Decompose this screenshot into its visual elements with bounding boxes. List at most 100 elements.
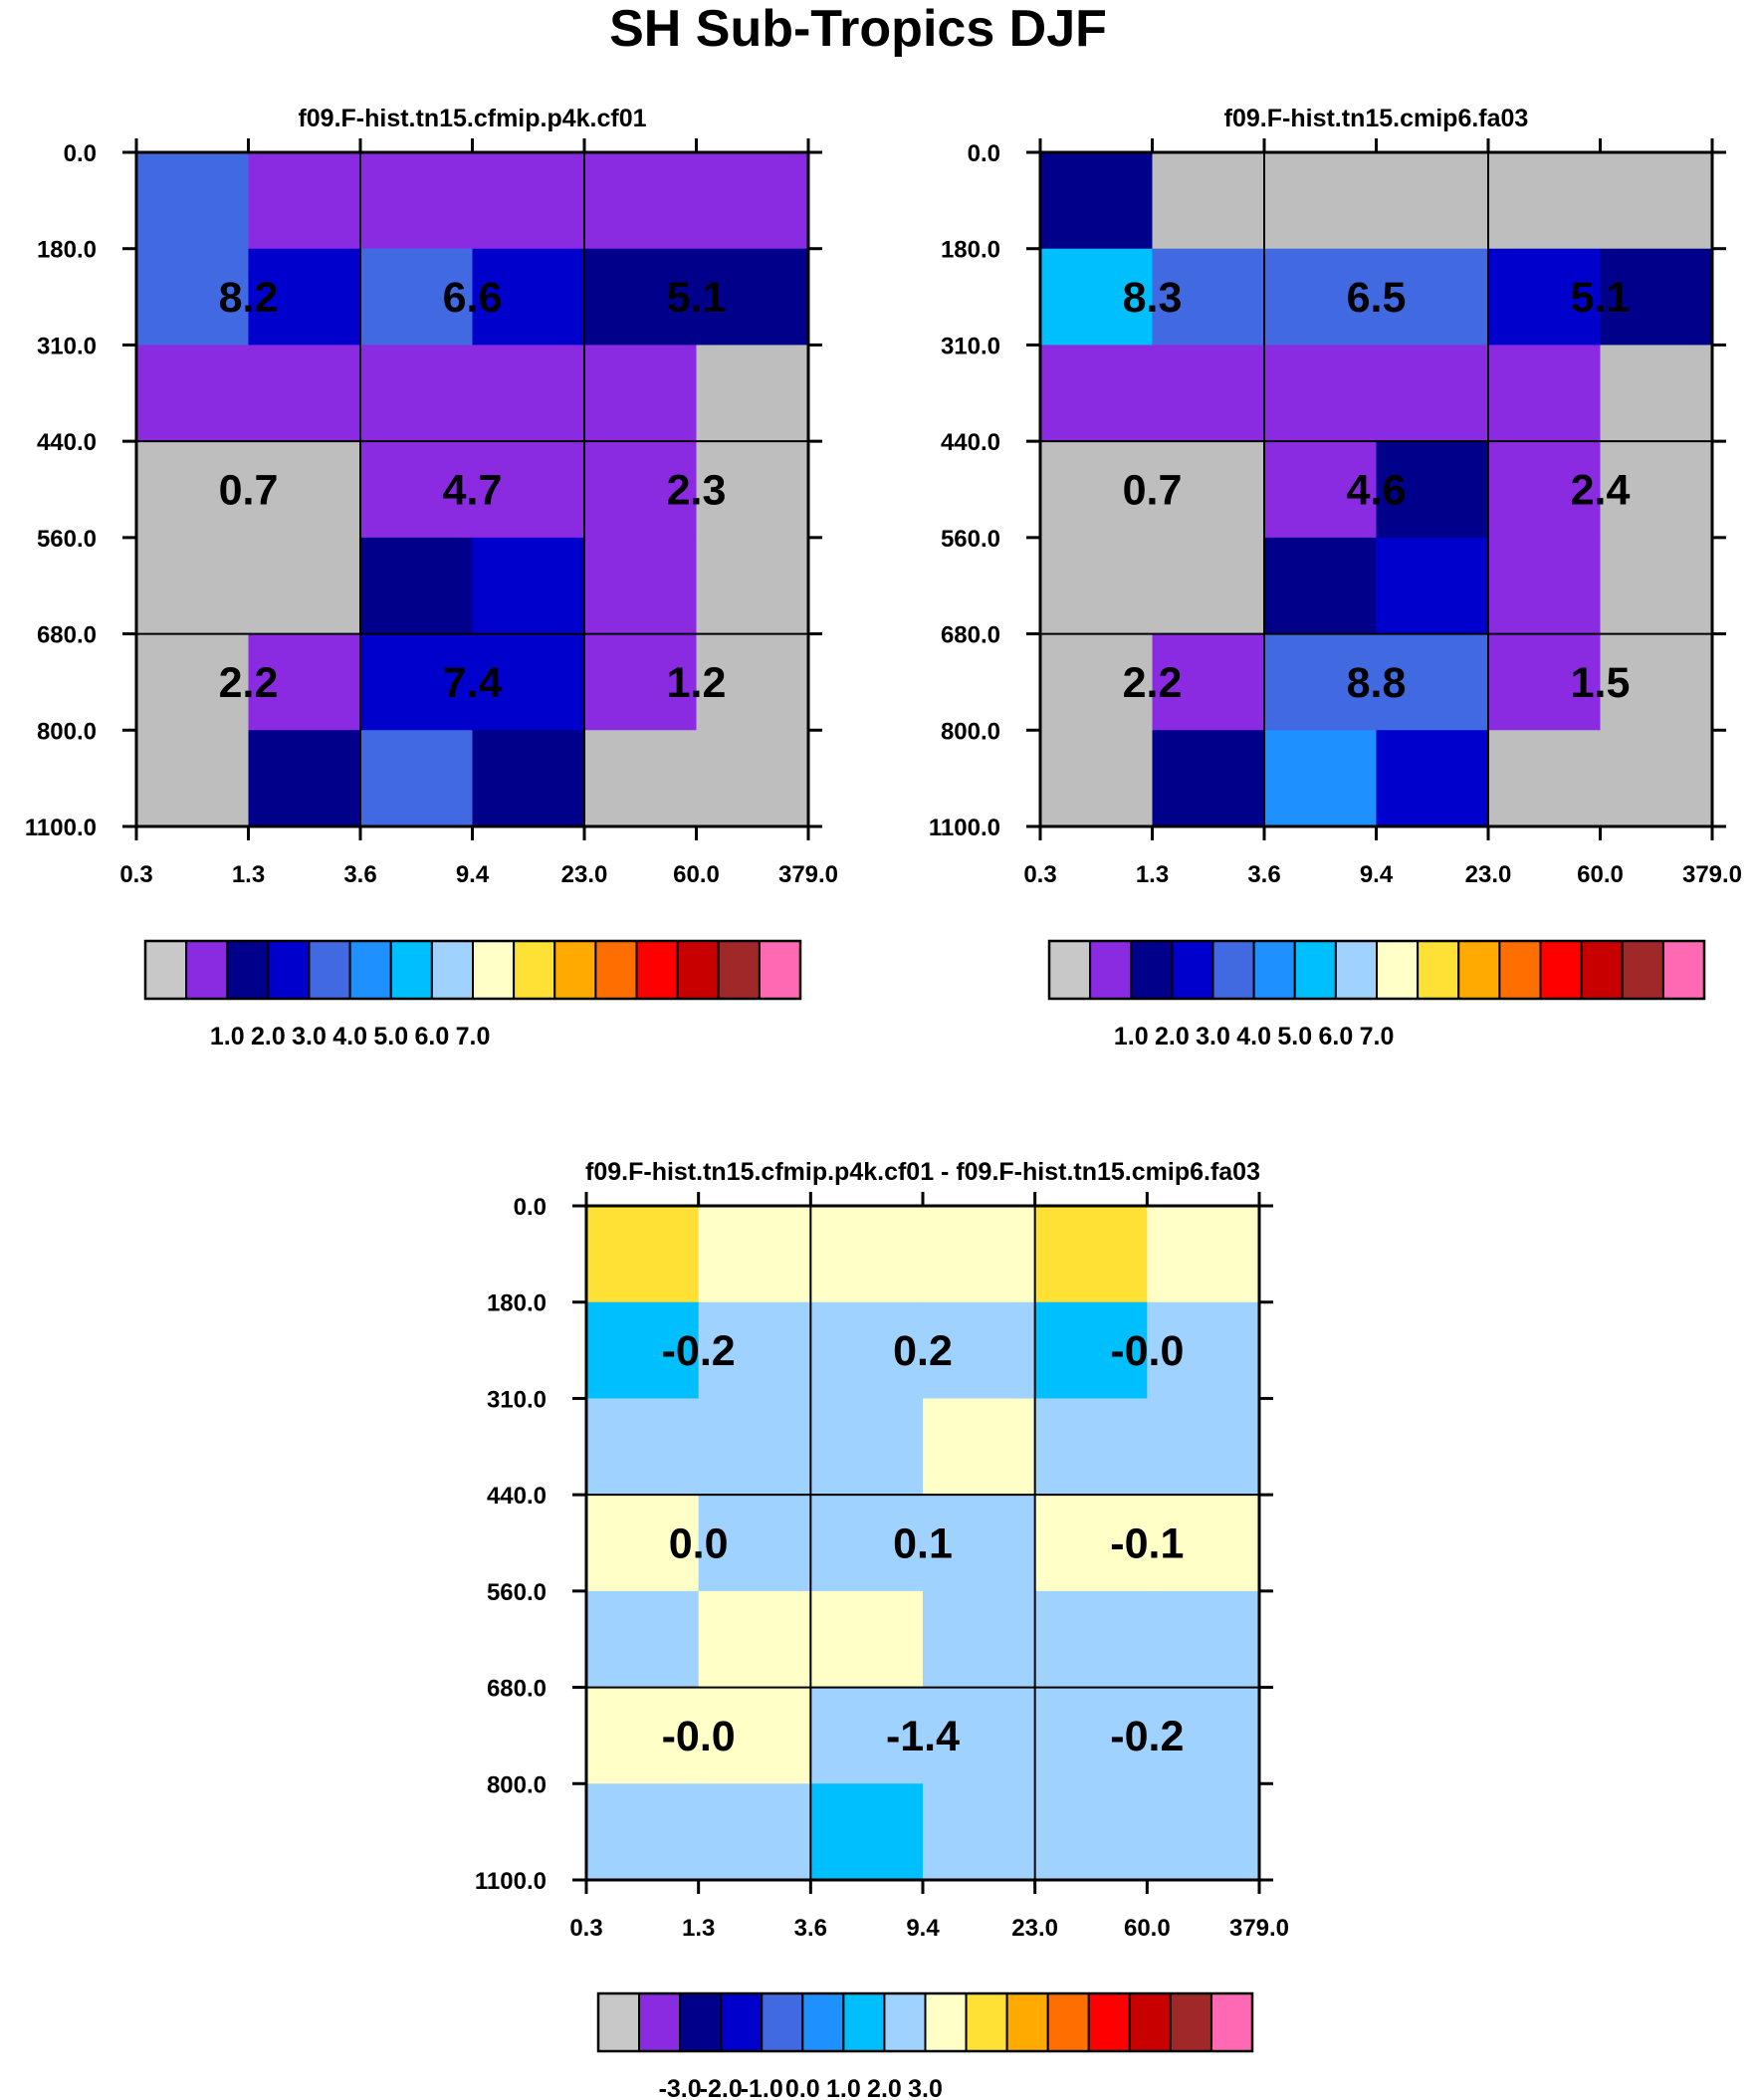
- chart-2-cell-r0-c5: [1600, 152, 1713, 250]
- chart-2-cell-r4-c3: [1376, 537, 1489, 635]
- chart-1-colorbar-label: 1.0: [210, 1023, 245, 1050]
- chart-3-cell-r4-c3: [923, 1590, 1036, 1689]
- chart-1-cell-r5-c2: [360, 633, 474, 731]
- chart-3-cell-r6-c4: [1034, 1783, 1148, 1881]
- chart-1-box-value-label: 0.7: [219, 467, 279, 515]
- chart-1-cell-r2-c3: [472, 345, 585, 442]
- chart-3-x-tick-label: 379.0: [1229, 1915, 1289, 1942]
- chart-1-cell-r3-c4: [584, 441, 698, 539]
- chart-3-x-tick-label: 0.3: [569, 1915, 602, 1942]
- chart-1-cell-r5-c5: [696, 633, 809, 731]
- chart-3-colorbar-swatch: [761, 1992, 804, 2052]
- chart-3-cell-r4-c4: [1034, 1590, 1148, 1689]
- chart-3-cell-r3-c4: [1034, 1495, 1148, 1592]
- chart-3-colorbar-swatch: [720, 1992, 764, 2052]
- chart-1-cell-r1-c4: [584, 248, 698, 347]
- chart-2-colorbar-label: 3.0: [1196, 1023, 1230, 1050]
- chart-2-cell-r1-c1: [1152, 248, 1265, 347]
- chart-1-x-tick-label: 0.3: [119, 861, 152, 888]
- chart-2-cell-r4-c0: [1040, 537, 1154, 635]
- chart-2-y-tick-label: 560.0: [941, 526, 1000, 553]
- chart-3-cell-r4-c5: [1147, 1590, 1260, 1689]
- chart-2-colorbar-swatch: [1130, 940, 1174, 1000]
- chart-2-x-tick-label: 1.3: [1136, 861, 1169, 888]
- chart-1-cell-r2-c2: [360, 345, 474, 442]
- chart-2-colorbar-swatch: [1171, 940, 1214, 1000]
- chart-3-cell-r5-c5: [1147, 1687, 1260, 1784]
- chart-3-cell-r6-c3: [923, 1783, 1036, 1881]
- chart-2-colorbar-frame: [1047, 939, 1706, 1001]
- chart-1-cell-r3-c0: [136, 441, 250, 539]
- chart-2-box-value-label: 2.4: [1571, 467, 1631, 515]
- chart-2-colorbar-swatch: [1376, 940, 1420, 1000]
- chart-2-y-tick-label: 800.0: [941, 718, 1000, 745]
- chart-2-y-tick-label: 1100.0: [929, 815, 1000, 841]
- chart-3-y-tick-label: 1100.0: [475, 1868, 547, 1895]
- chart-2-colorbar-label: 5.0: [1277, 1023, 1312, 1050]
- chart-3-cell-r6-c0: [586, 1783, 700, 1881]
- chart-3-cell-r0-c2: [810, 1206, 924, 1303]
- chart-1-cell-r3-c5: [696, 441, 809, 539]
- chart-2-x-tick-label: 60.0: [1577, 861, 1624, 888]
- chart-1-colorbar-swatch: [594, 940, 638, 1000]
- chart-1-colorbar-label: 5.0: [373, 1023, 408, 1050]
- chart-2-colorbar-label: 7.0: [1360, 1023, 1395, 1050]
- chart-1-x-tick-label: 60.0: [673, 861, 720, 888]
- chart-1-colorbar-swatch: [676, 940, 720, 1000]
- chart-3-cell-r4-c1: [698, 1590, 811, 1689]
- chart-3-cell-r1-c3: [923, 1301, 1036, 1400]
- chart-3-colorbar-swatch: [679, 1992, 723, 2052]
- chart-2-colorbar-swatch: [1089, 940, 1133, 1000]
- chart-2-cell-r5-c5: [1600, 633, 1713, 731]
- chart-1-x-tick-label: 1.3: [232, 861, 265, 888]
- chart-2-cell-r0-c1: [1152, 152, 1265, 250]
- chart-1-colorbar-swatch: [389, 940, 433, 1000]
- chart-1-colorbar-swatch: [635, 940, 679, 1000]
- chart-1-cell-r4-c4: [584, 537, 698, 635]
- chart-2-colorbar-swatch: [1498, 940, 1542, 1000]
- chart-1-cell-r3-c2: [360, 441, 474, 539]
- chart-1-colorbar-swatch: [430, 940, 474, 1000]
- chart-3-colorbar-swatch: [1005, 1992, 1049, 2052]
- chart-2-colorbar-swatch: [1048, 940, 1092, 1000]
- chart-3-x-tick-label: 3.6: [794, 1915, 827, 1942]
- chart-2-cell-r5-c3: [1376, 633, 1489, 731]
- chart-2-cell-r2-c2: [1264, 345, 1378, 442]
- chart-2-colorbar-swatch: [1293, 940, 1337, 1000]
- chart-3-colorbar-swatch: [1046, 1992, 1090, 2052]
- chart-2-cell-r3-c1: [1152, 441, 1265, 539]
- chart-1: f09.F-hist.tn15.cfmip.p4k.cf01 0.3 1.3 3.6 9…: [25, 105, 838, 1050]
- chart-1-cell-r2-c5: [696, 345, 809, 442]
- chart-3-cell-r3-c1: [698, 1495, 811, 1592]
- chart-2-cell-r2-c3: [1376, 345, 1489, 442]
- chart-2-box-value-label: 4.6: [1347, 467, 1407, 515]
- chart-3-cell-r1-c4: [1034, 1301, 1148, 1400]
- chart-2-box-value-label: 5.1: [1571, 274, 1631, 322]
- chart-1-box-value-label: 7.4: [443, 659, 503, 707]
- chart-2-cell-r4-c2: [1264, 537, 1378, 635]
- chart-1-cell-r1-c1: [248, 248, 361, 347]
- chart-1-cell-r5-c0: [136, 633, 250, 731]
- chart-3-cell-r6-c2: [810, 1783, 924, 1881]
- chart-3-cell-r0-c0: [586, 1206, 700, 1303]
- chart-2-cell-r6-c0: [1040, 730, 1154, 827]
- chart-1-colorbar-swatch: [348, 940, 392, 1000]
- chart-3-y-tick-label: 180.0: [487, 1290, 547, 1317]
- chart-1-cell-r1-c5: [696, 248, 809, 347]
- chart-1-cell-r0-c0: [136, 152, 250, 250]
- chart-3-box-value-label: -0.0: [662, 1713, 736, 1760]
- chart-3-y-tick-label: 0.0: [514, 1194, 547, 1221]
- chart-2-box-value-label: 8.3: [1123, 274, 1183, 322]
- chart-2-colorbar-swatch: [1621, 940, 1664, 1000]
- chart-2-cell-r4-c4: [1488, 537, 1602, 635]
- chart-1-cell-r6-c1: [248, 730, 361, 827]
- chart-3-colorbar-label: -3.0: [659, 2075, 702, 2100]
- chart-2-colorbar-swatch: [1252, 940, 1296, 1000]
- chart-1-y-tick-label: 0.0: [64, 140, 97, 167]
- chart-1-cell-r6-c3: [472, 730, 585, 827]
- chart-3-cell-r5-c0: [586, 1687, 700, 1784]
- chart-3-y-tick-label: 560.0: [487, 1579, 547, 1606]
- chart-1-colorbar-swatch: [308, 940, 351, 1000]
- chart-1-cell-r0-c5: [696, 152, 809, 250]
